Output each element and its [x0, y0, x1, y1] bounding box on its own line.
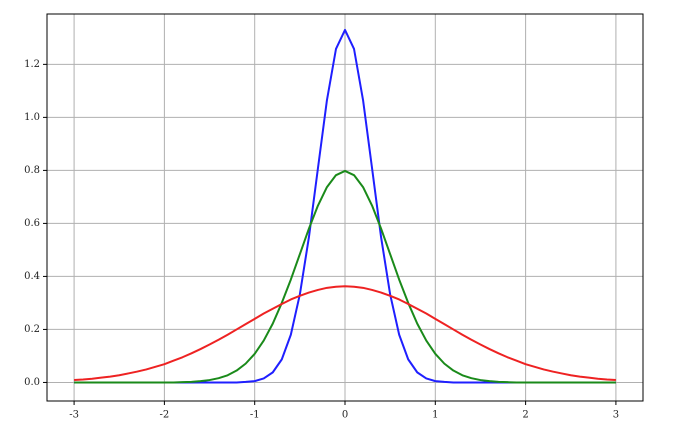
x-tick-label: 0 — [342, 410, 348, 421]
x-tick-label: 3 — [613, 410, 619, 421]
y-tick-label: 0.4 — [24, 271, 40, 282]
x-tick-label: -1 — [250, 410, 260, 421]
y-tick-label: 1.0 — [24, 112, 40, 123]
y-tick-label: 0.6 — [24, 218, 40, 229]
y-tick-label: 1.2 — [24, 59, 40, 70]
y-tick-label: 0.2 — [24, 324, 40, 335]
line — [74, 285, 616, 382]
line — [74, 169, 616, 384]
x-tick-label: 1 — [432, 410, 438, 421]
x-tick-label: 2 — [522, 410, 528, 421]
y-tick-label: 0.0 — [24, 377, 40, 388]
x-tick-label: -2 — [160, 410, 170, 421]
y-tick-label: 0.8 — [24, 165, 40, 176]
x-tick-label: -3 — [69, 410, 79, 421]
plot-frame — [46, 13, 644, 402]
